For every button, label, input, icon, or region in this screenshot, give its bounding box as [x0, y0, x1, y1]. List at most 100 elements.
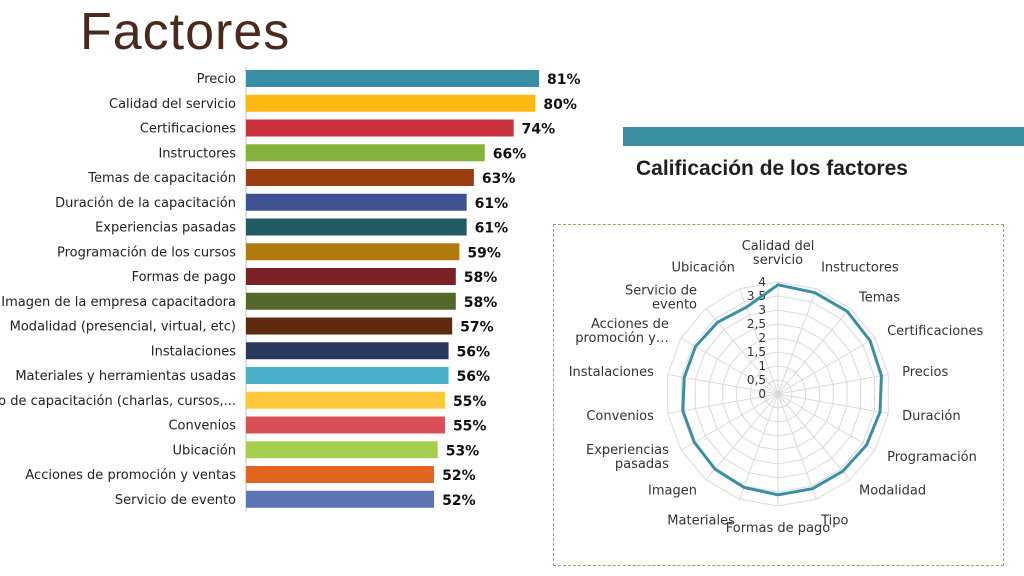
bar-value-label: 59% [467, 245, 501, 261]
bar-value-label: 63% [482, 171, 516, 187]
bar-value-label: 56% [457, 369, 491, 385]
bar [246, 193, 467, 211]
bar [246, 441, 438, 459]
radar-tick-label: 2,5 [747, 317, 766, 331]
bar-value-label: 61% [475, 221, 509, 237]
bar [246, 292, 456, 310]
bar [246, 367, 449, 384]
radar-spoke [667, 393, 779, 414]
radar-spoke [680, 393, 779, 451]
radar-category-label: Tipo [820, 513, 848, 528]
page-title: Factores [80, 3, 291, 61]
bar-value-label: 52% [442, 468, 476, 484]
bar-value-label: 56% [457, 344, 491, 360]
radar-series-line [681, 283, 883, 497]
bar-category-label: Certificaciones [140, 122, 236, 137]
radar-category-label: Formas de pago [726, 521, 830, 536]
bar-category-label: Acciones de promoción y ventas [25, 468, 236, 483]
bar-category-label: Servicio de evento [115, 493, 236, 508]
bar [246, 218, 467, 236]
bar-value-label: 57% [460, 320, 494, 336]
bar [246, 119, 514, 137]
radar-spoke [777, 393, 889, 414]
bar-value-label: 55% [453, 394, 487, 410]
bar [246, 416, 445, 434]
bar [246, 466, 435, 483]
bar-category-label: Experiencias pasadas [95, 221, 236, 236]
bar-category-label: Imagen de la empresa capacitadora [1, 295, 236, 310]
radar-tick-label: 3,5 [747, 289, 766, 303]
radar-category-label: Servicio de evento [625, 283, 697, 312]
radar-spoke [680, 337, 779, 395]
bar [246, 342, 449, 360]
bar-category-label: Calidad del servicio [109, 97, 236, 112]
bar-value-label: 81% [547, 72, 581, 88]
bar-category-label: Modalidad (presencial, virtual, etc) [10, 320, 236, 335]
radar-category-label: Materiales [667, 513, 735, 528]
radar-spoke [777, 393, 817, 500]
radar-category-label: Modalidad [859, 484, 926, 499]
bar-category-label: Precio [197, 72, 236, 87]
radar-category-label: Convenios [586, 409, 654, 424]
radar-category-label: Programación [887, 450, 977, 465]
bar-category-label: Convenios [168, 419, 236, 434]
radar-category-label: Precios [902, 365, 948, 380]
bar-category-label: Programación de los cursos [57, 245, 236, 260]
bar [246, 70, 539, 87]
radar-tick-label: 0,5 [747, 373, 766, 387]
accent-bar [623, 127, 1024, 146]
radar-spoke [777, 374, 889, 395]
bar-category-label: Formas de pago [132, 270, 236, 285]
radar-tick-label: 1,5 [747, 345, 766, 359]
radar-category-label: Experiencias pasadas [586, 443, 669, 472]
bar-value-label: 55% [453, 419, 487, 435]
radar-tick-label: 2 [758, 331, 766, 345]
radar-category-label: Instalaciones [569, 365, 654, 380]
radar-category-label: Ubicación [671, 261, 734, 276]
radar-spoke [777, 393, 851, 481]
radar-frame [553, 224, 1004, 566]
bar-category-label: Duración de la capacitación [55, 196, 236, 211]
radar-tick-label: 1 [758, 359, 766, 373]
bar-category-label: Instructores [158, 146, 236, 161]
bar [246, 268, 456, 285]
radar-spoke [777, 307, 851, 395]
radar-category-label: Temas [858, 290, 900, 305]
radar-spoke [739, 393, 779, 500]
bar-category-label: Instalaciones [151, 344, 236, 359]
radar-tick-label: 3 [758, 303, 766, 317]
bar [246, 490, 435, 508]
bar-value-label: 58% [464, 270, 498, 286]
bar-value-label: 53% [446, 443, 480, 459]
bar-category-label: Materiales y herramientas usadas [15, 369, 236, 384]
radar-spoke [777, 393, 876, 451]
radar-category-label: Duración [902, 409, 961, 424]
radar-category-label: Acciones de promoción y… [575, 317, 669, 346]
bar-value-label: 52% [442, 493, 476, 509]
bar [246, 144, 485, 162]
bar-category-label: Ubicación [173, 443, 236, 458]
bar [246, 317, 453, 335]
radar-title: Calificación de los factores [636, 157, 908, 180]
bar-value-label: 61% [475, 196, 509, 212]
radar-spoke [705, 393, 779, 481]
bar-value-label: 58% [464, 295, 498, 311]
bar [246, 94, 536, 112]
radar-tick-label: 0 [758, 387, 766, 401]
radar-spoke [777, 337, 876, 395]
radar-tick-label: 4 [758, 275, 766, 289]
bar [246, 243, 460, 261]
bar-chart: Precio 81% Calidad del servicio 80% Certific… [0, 67, 581, 512]
bar-value-label: 66% [493, 146, 527, 162]
radar-category-label: Instructores [821, 261, 899, 276]
bar-value-label: 80% [543, 97, 577, 113]
radar-category-label: Certificaciones [887, 324, 983, 339]
bar-category-label: Tipo de capacitación (charlas, cursos,..… [0, 394, 236, 409]
radar-category-label: Imagen [648, 484, 697, 499]
bar [246, 391, 445, 409]
bar-category-label: Temas de capacitación [87, 171, 236, 186]
bar [246, 169, 474, 186]
radar-spoke [777, 288, 817, 395]
radar-spoke [667, 374, 779, 395]
